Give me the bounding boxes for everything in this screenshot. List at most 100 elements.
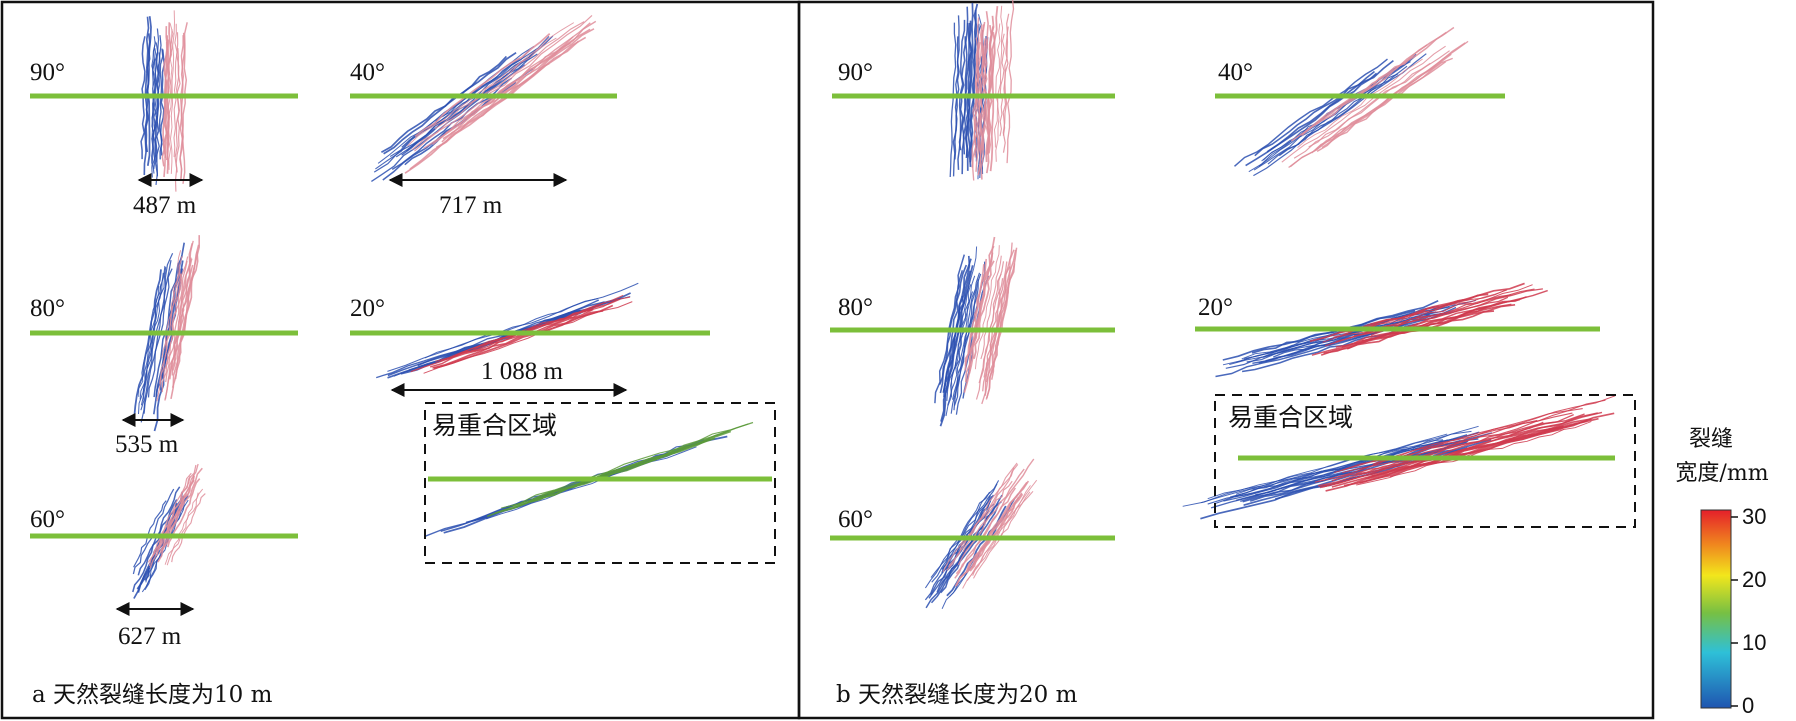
wellbores [30,93,1615,541]
fracture-trace [973,490,1034,579]
fracture-trace [972,491,1031,576]
fracture-trace [173,23,178,157]
fracture-trace [152,48,158,170]
fracture-cluster-b90-red [971,0,1015,181]
fracture-trace [1234,58,1388,167]
overlap-label-a: 易重合区域 [432,411,557,440]
fracture-trace [411,21,585,151]
length-a-1088: 1 088 m [481,358,564,385]
fracture-trace [1325,412,1615,492]
fracture-trace [955,458,1035,575]
fracture-trace [165,39,171,161]
fracture-trace [948,467,1015,568]
fracture-trace [132,499,178,593]
fracture-trace [147,472,192,563]
fracture-trace [1309,282,1525,343]
fracture-trace [961,6,969,175]
fracture-trace [973,260,995,360]
length-a-487: 487 m [133,192,197,219]
fracture-trace [971,496,1020,569]
legend-tick-10: 10 [1742,630,1766,655]
fracture-trace [152,42,159,174]
length-a-627: 627 m [118,623,182,650]
fracture-cluster-b40-red [1281,26,1469,169]
overlap-zone-a [424,402,776,564]
fracture-trace [133,269,162,417]
fracture-trace [373,35,554,173]
fracture-trace [1389,429,1564,478]
fracture-trace [953,273,982,411]
fracture-trace [501,423,749,509]
fracture-trace [985,249,1017,400]
fracture-cluster-a90-blue [140,16,165,185]
fracture-trace [152,475,191,557]
fracture-trace [157,467,203,563]
fracture-trace [162,26,169,178]
fracture-trace [1297,58,1423,148]
angle-b-60: 60° [838,506,873,533]
legend-title-line1: 裂缝 [1689,427,1733,452]
fracture-trace [459,301,605,355]
overlap-zone-b [1214,394,1636,528]
fracture-trace [966,2,974,171]
fracture-trace [1372,408,1583,465]
fracture-trace [166,488,204,566]
fracture-trace [414,14,593,152]
fracture-trace [942,258,972,393]
fracture-trace [387,282,639,372]
fracture-cluster-bzone-blue [1182,425,1493,520]
angle-a-60: 60° [30,506,65,533]
fracture-trace [512,421,754,507]
fracture-trace [423,22,591,149]
fracture-cluster-b80-blue [934,246,990,427]
fracture-trace [941,495,991,570]
fracture-trace [930,501,1002,604]
fracture-trace [1245,59,1394,167]
fracture-trace [1253,55,1417,171]
fracture-trace [973,42,981,158]
fracture-trace [1267,65,1408,165]
fracture-trace [977,24,985,176]
fracture-trace [1002,26,1009,136]
fracture-trace [441,28,595,143]
fracture-cluster-a20-red [410,294,633,374]
panel-b-frame [797,0,1655,720]
fracture-trace [1308,62,1431,148]
angle-b-90: 90° [838,59,873,86]
fracture-trace [1254,70,1375,157]
fracture-trace [407,22,575,147]
fracture-trace [1281,45,1446,163]
fracture-trace [954,481,1028,587]
fracture-trace [969,9,977,163]
fracture-cluster-b90-blue [949,2,989,180]
fracture-trace [946,246,978,402]
fracture-cluster-bzone-red [1314,395,1616,492]
fracture-trace [171,493,206,563]
fracture-trace [432,310,604,369]
fracture-trace [931,483,998,583]
fracture-cluster-b20-blue [1215,299,1476,378]
fracture-trace [1207,433,1448,500]
fracture-trace [1229,439,1444,498]
fracture-trace [1324,288,1543,347]
fracture-trace [1322,284,1533,343]
fracture-trace [1314,412,1573,483]
fracture-trace [163,273,183,378]
fracture-trace [1200,430,1472,504]
overlap-label-b: 易重合区域 [1228,403,1353,432]
fracture-trace [946,464,1019,571]
fracture-trace [1006,0,1015,164]
caption-b: b 天然裂缝长度为20 m [836,682,1078,708]
fracture-trace [170,235,200,400]
fracture-trace [1182,425,1479,507]
fracture-trace [985,266,1011,383]
fracture-trace [414,33,551,137]
fracture-trace [939,265,974,427]
fracture-cluster-a80-red [156,235,200,402]
fracture-trace [1335,289,1548,348]
fracture-trace [924,480,1000,589]
fracture-trace [165,260,188,383]
fracture-trace [1215,315,1438,378]
fracture-trace [1253,53,1427,177]
